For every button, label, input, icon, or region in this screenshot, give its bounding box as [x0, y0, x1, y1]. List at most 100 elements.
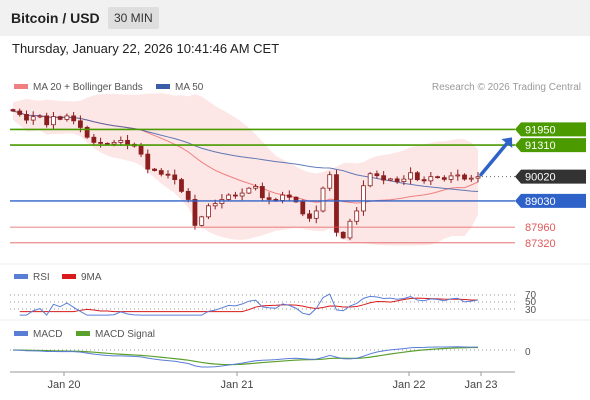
- candle: [98, 137, 104, 148]
- candle: [165, 170, 171, 179]
- candle: [334, 170, 339, 237]
- level-label-90020: 90020: [525, 172, 556, 184]
- candle: [24, 110, 29, 124]
- candle: [84, 125, 90, 139]
- macd-zero-label: 0: [525, 347, 531, 358]
- level-label-91310: 91310: [525, 140, 556, 152]
- ma20-legend-swatch: [14, 84, 28, 89]
- candle: [145, 149, 151, 174]
- candle: [307, 209, 312, 222]
- macd-signal-line: [12, 346, 479, 366]
- candle: [259, 182, 265, 202]
- rsi-line: [19, 293, 479, 316]
- candle: [401, 175, 407, 186]
- x-axis: Jan 20 Jan 21 Jan 22 Jan 23: [47, 372, 498, 391]
- candle: [185, 188, 191, 203]
- candle: [226, 193, 232, 201]
- ma50-legend-swatch: [156, 84, 170, 89]
- rsi-level-70-label: 70: [525, 290, 537, 301]
- candle: [468, 174, 474, 182]
- candle: [354, 207, 360, 225]
- candle: [192, 194, 198, 230]
- bollinger-band: [13, 93, 478, 246]
- candle: [30, 111, 36, 125]
- candle: [51, 112, 56, 129]
- ma50-legend-label: MA 50: [175, 82, 204, 93]
- x-tick-label: Jan 21: [220, 379, 253, 391]
- candle: [91, 134, 97, 146]
- x-tick-label: Jan 20: [47, 379, 80, 391]
- candle: [448, 172, 454, 183]
- macd-line: [12, 346, 479, 368]
- macd-signal-legend-swatch: [76, 331, 90, 336]
- candle: [347, 218, 353, 241]
- level-tag-90020: [515, 169, 586, 184]
- candle: [10, 108, 16, 112]
- rsi-level-30-label: 30: [525, 305, 537, 316]
- candle: [71, 112, 77, 125]
- candle: [206, 203, 211, 220]
- candle: [232, 191, 238, 199]
- candle: [320, 186, 326, 213]
- header-bar: [0, 0, 590, 36]
- ma50-line: [12, 110, 479, 193]
- candle: [374, 170, 380, 179]
- level-label-87960: 87960: [525, 222, 556, 234]
- rsi-ma-line: [19, 297, 479, 313]
- macd-legend-swatch: [14, 331, 28, 336]
- candle: [421, 176, 427, 184]
- candle: [367, 172, 373, 188]
- candle: [57, 115, 63, 121]
- candle: [340, 231, 346, 239]
- candle: [253, 184, 259, 191]
- level-label-87320: 87320: [525, 238, 556, 250]
- candle: [387, 177, 393, 181]
- macd-signal-legend-label: MACD Signal: [95, 329, 155, 340]
- candle: [44, 112, 50, 128]
- credit-text: Research © 2026 Trading Central: [432, 82, 581, 93]
- x-tick-label: Jan 23: [464, 379, 497, 391]
- level-tag-89030: [515, 193, 586, 208]
- candle: [313, 205, 319, 224]
- candle: [441, 175, 447, 182]
- datetime-label: Thursday, January 22, 2026 10:41:46 AM C…: [12, 41, 280, 56]
- candle: [172, 169, 178, 185]
- candle: [266, 192, 272, 205]
- rsi-ma-legend-label: 9MA: [81, 272, 102, 283]
- candle: [64, 113, 70, 122]
- candle: [293, 196, 299, 203]
- candle: [239, 188, 245, 201]
- candle: [361, 180, 366, 216]
- rsi-level-50-label: 50: [525, 297, 537, 308]
- price-plot: [10, 93, 481, 246]
- candle: [179, 177, 184, 193]
- candle: [435, 175, 440, 179]
- rsi-legend-swatch: [14, 274, 28, 279]
- candle: [286, 190, 292, 202]
- candle: [462, 173, 467, 181]
- candle: [327, 171, 333, 192]
- instrument-title: Bitcoin / USD: [11, 10, 100, 26]
- candle: [152, 168, 157, 172]
- level-tag-91310: [515, 138, 586, 153]
- candle: [455, 169, 461, 181]
- forecast-arrow: [479, 141, 509, 177]
- rsi-ma-legend-swatch: [62, 274, 76, 279]
- price-levels: 91950 91310 90020 89030 87960 87320: [10, 122, 586, 250]
- rsi-legend-label: RSI: [33, 272, 50, 283]
- level-label-91950: 91950: [525, 124, 556, 136]
- candle: [394, 176, 400, 184]
- candle: [246, 187, 252, 194]
- candle: [381, 171, 387, 185]
- candle: [414, 171, 420, 182]
- level-label-89030: 89030: [525, 196, 556, 208]
- x-tick-label: Jan 22: [392, 379, 425, 391]
- candle: [428, 172, 434, 186]
- candle: [158, 168, 164, 177]
- ma20-legend-label: MA 20 + Bollinger Bands: [33, 82, 143, 93]
- candle: [17, 108, 23, 117]
- timeframe-button[interactable]: 30 MIN: [108, 7, 159, 29]
- macd-legend-label: MACD: [33, 329, 62, 340]
- candle: [199, 215, 205, 227]
